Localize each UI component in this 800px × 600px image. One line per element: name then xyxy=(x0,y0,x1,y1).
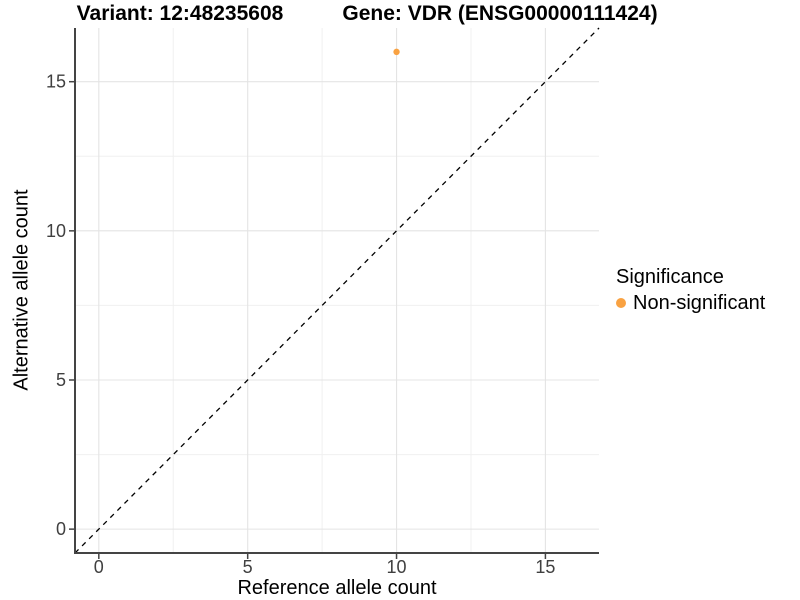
y-axis-title: Alternative allele count xyxy=(10,189,33,391)
y-tick-label: 10 xyxy=(46,221,66,241)
legend: Significance Non-significant xyxy=(616,266,765,315)
y-tick-label: 5 xyxy=(56,370,66,390)
data-point xyxy=(393,48,400,56)
x-tick-label: 15 xyxy=(535,557,555,577)
plot-title-gene: Gene: VDR (ENSG00000111424) xyxy=(342,2,658,25)
x-tick-label: 0 xyxy=(94,557,104,577)
y-tick-label: 0 xyxy=(56,519,66,539)
y-tick-label: 15 xyxy=(46,72,66,92)
legend-item-label: Non-significant xyxy=(633,291,766,314)
legend-title: Significance xyxy=(616,266,724,288)
plot-title-variant: Variant: 12:48235608 xyxy=(76,2,284,25)
legend-point-icon xyxy=(616,298,626,308)
x-tick-label: 10 xyxy=(387,557,407,577)
x-tick-label: 5 xyxy=(243,557,253,577)
x-axis-title: Reference allele count xyxy=(237,577,437,599)
legend-item-non-significant: Non-significant xyxy=(616,291,765,315)
identity-line xyxy=(74,27,600,554)
